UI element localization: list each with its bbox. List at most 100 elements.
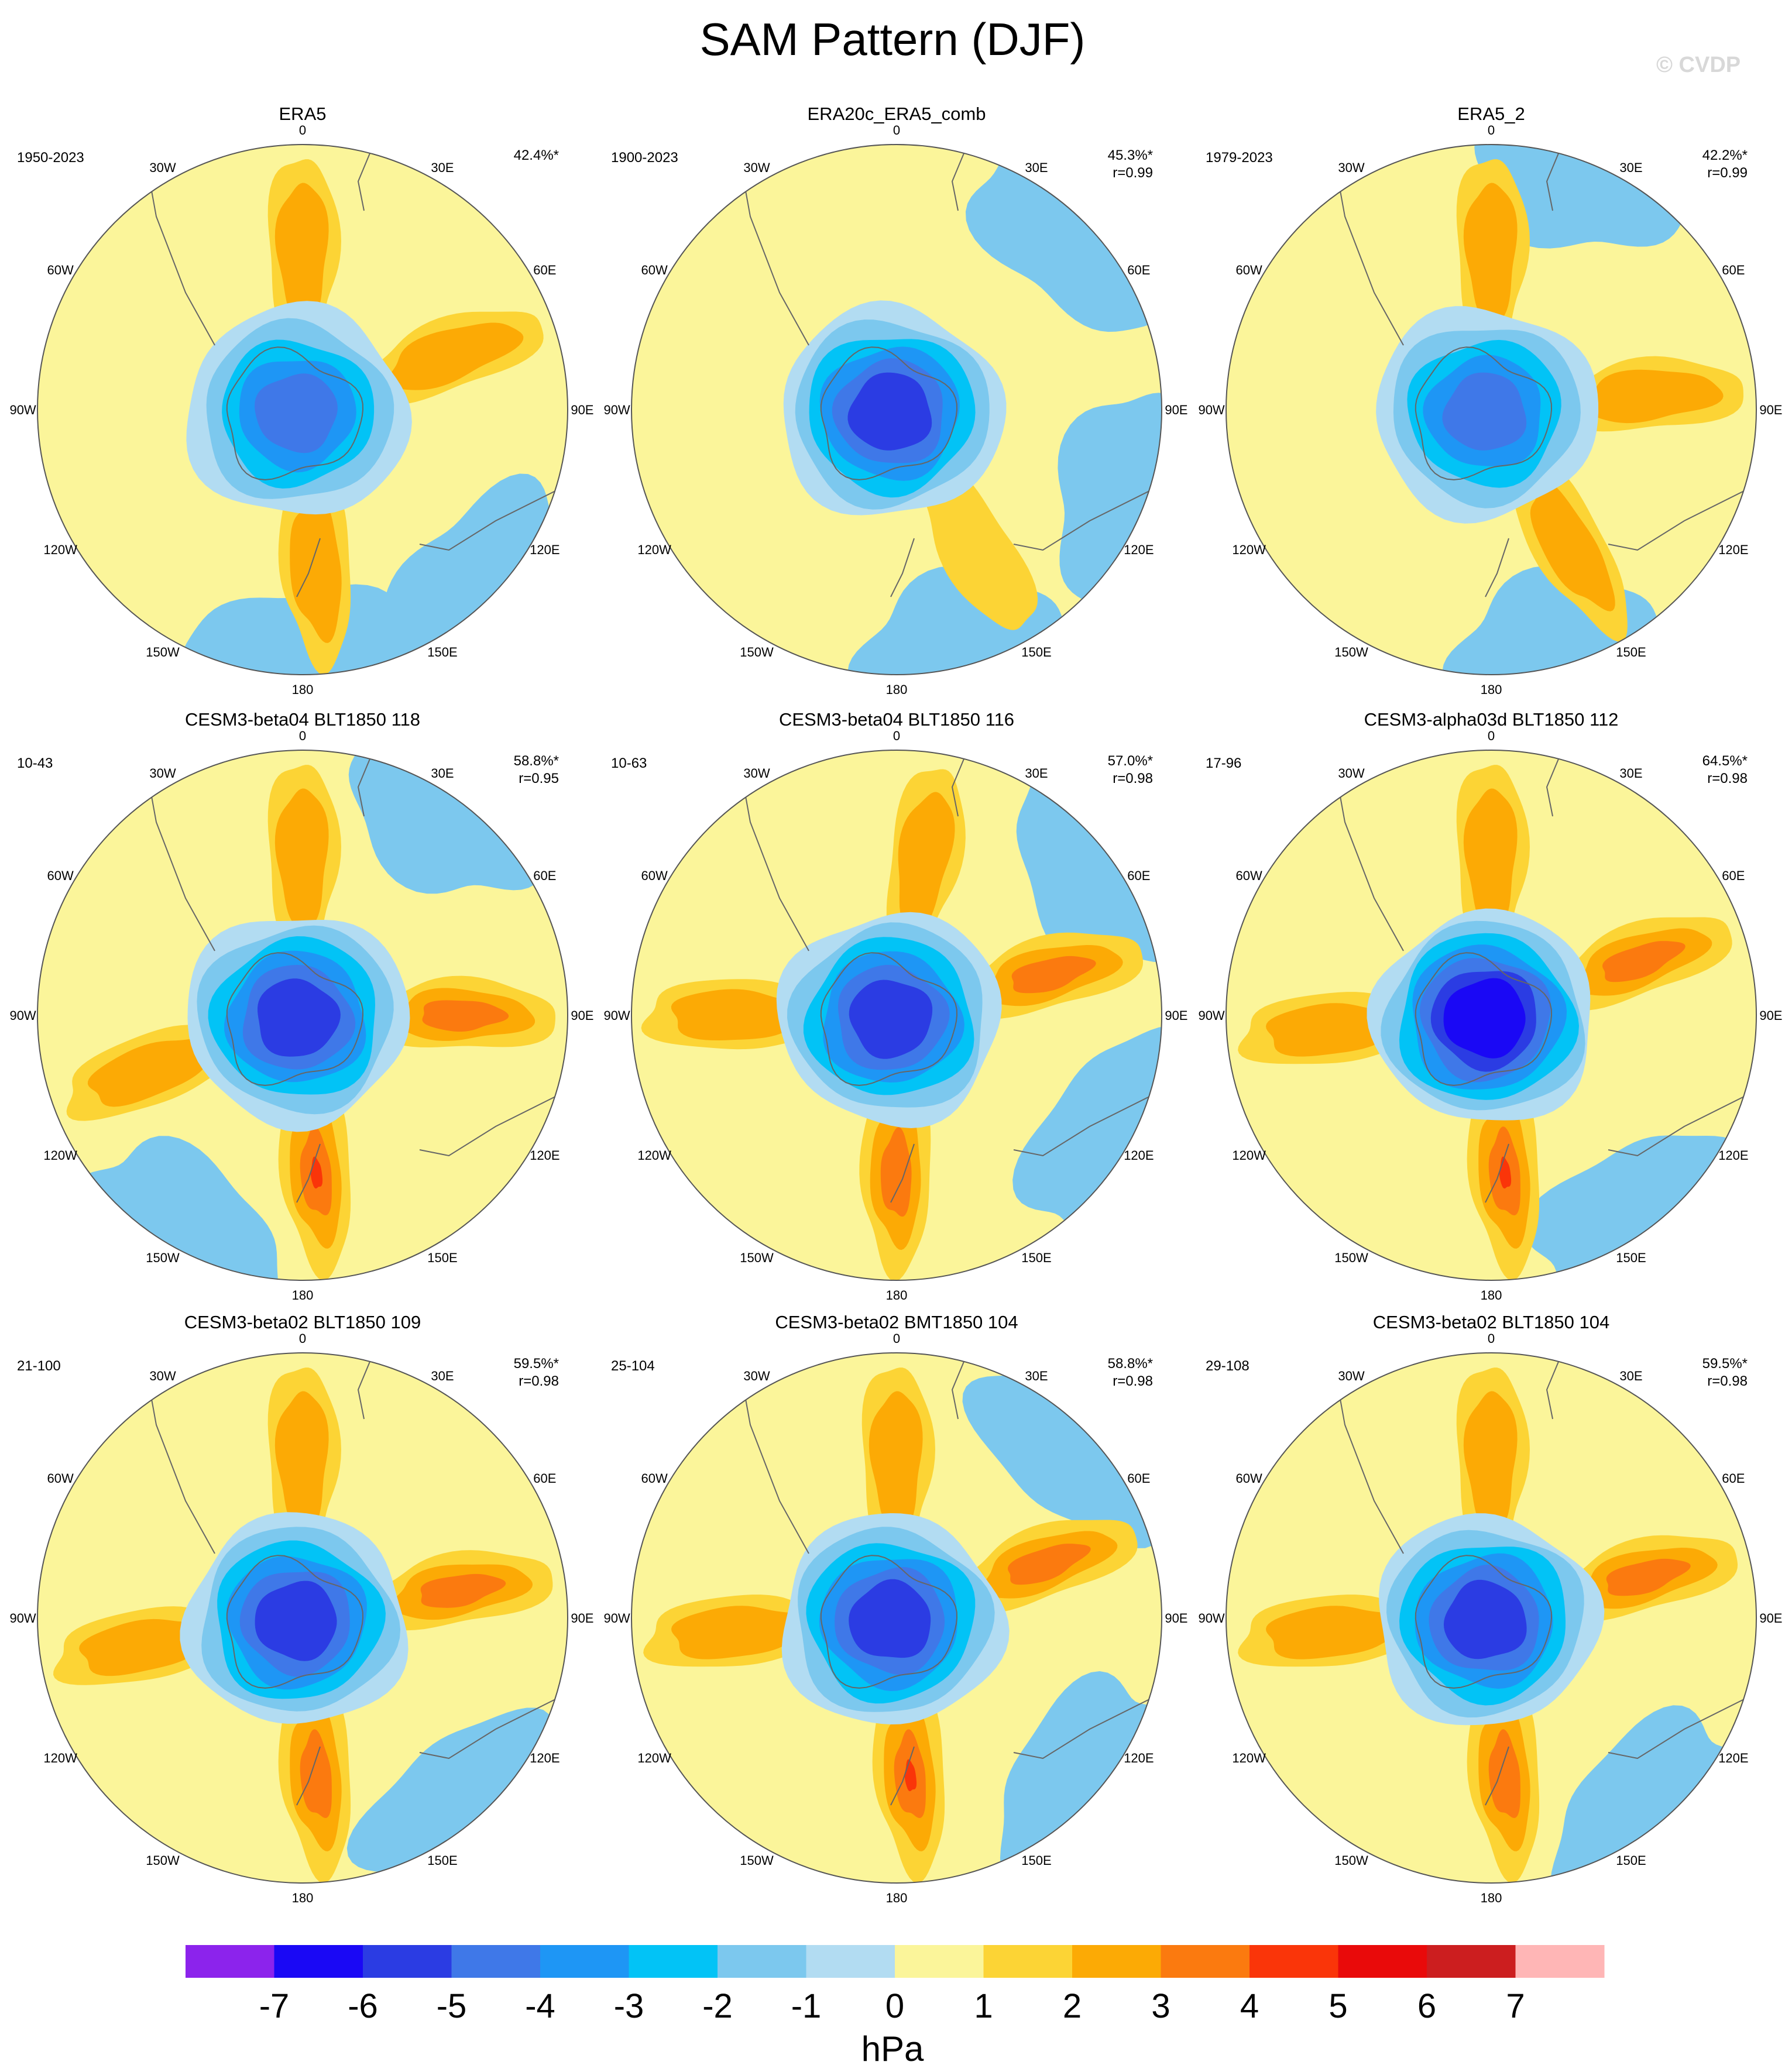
colorbar-swatch — [363, 1945, 452, 1978]
longitude-label: 120E — [1124, 542, 1154, 557]
panel-correlation: r=0.98 — [1113, 771, 1153, 786]
colorbar-tick-label: 0 — [885, 1987, 904, 2025]
panel-variance: 58.8%* — [1108, 1356, 1153, 1372]
panel-variance: 45.3%* — [1108, 147, 1153, 163]
new-zealand-outline — [1485, 1143, 1509, 1203]
longitude-label: 30E — [1025, 160, 1048, 175]
longitude-label: 0 — [299, 729, 306, 743]
panel-years: 1950-2023 — [17, 150, 84, 166]
coastlines — [144, 751, 567, 1203]
contour-fill — [37, 750, 568, 1280]
antarctica-outline — [1415, 952, 1553, 1086]
longitude-label: 90W — [9, 1008, 36, 1023]
longitude-label: 180 — [292, 682, 314, 697]
new-zealand-outline — [296, 538, 321, 597]
positive-anomaly-lobe — [1011, 956, 1096, 994]
panel-correlation: r=0.98 — [519, 1373, 559, 1389]
longitude-label: 180 — [292, 1891, 314, 1905]
longitude-label: 120W — [43, 542, 77, 557]
longitude-label: 180 — [1481, 682, 1502, 697]
positive-anomaly-lobe — [880, 1127, 912, 1217]
colorbar-swatch — [983, 1945, 1073, 1978]
longitude-label: 90E — [1165, 1008, 1187, 1023]
africa-outline — [357, 751, 373, 817]
positive-anomaly-lobe — [1488, 1729, 1520, 1819]
longitude-label: 90W — [1198, 403, 1224, 417]
positive-anomaly-lobe — [274, 183, 329, 322]
longitude-label: 30W — [1338, 160, 1364, 175]
panel-variance: 57.0%* — [1108, 753, 1153, 769]
longitude-label: 150W — [1334, 1853, 1368, 1868]
longitude-label: 120W — [637, 1148, 671, 1163]
map-border — [631, 750, 1162, 1281]
antarctica-outline — [1415, 346, 1553, 480]
longitude-label: 90E — [1759, 1611, 1782, 1626]
colorbar-tick-label: -3 — [614, 1987, 644, 2025]
positive-anomaly-lobe — [87, 1036, 225, 1107]
longitude-label: 0 — [1488, 729, 1495, 743]
australia-outline — [1608, 1693, 1755, 1760]
panel-title: CESM3-beta02 BLT1850 104 — [1373, 1312, 1609, 1332]
colorbar-tick-label: -5 — [437, 1987, 467, 2025]
longitude-label: 150W — [740, 645, 774, 659]
contour-fill — [631, 1353, 1162, 1883]
longitude-label: 150E — [1616, 1853, 1646, 1868]
panel-correlation: r=0.98 — [1707, 1373, 1748, 1389]
australia-outline — [1013, 1091, 1161, 1157]
map-border — [631, 1352, 1162, 1884]
negative-anomaly-patch — [1000, 1671, 1162, 1883]
longitude-label: 0 — [299, 123, 306, 138]
contour-fill — [37, 145, 568, 675]
colorbar-tick-label: 5 — [1329, 1987, 1347, 2025]
panel-title: ERA5_2 — [1457, 104, 1525, 124]
colorbar-swatch — [629, 1945, 718, 1978]
panel-years: 1979-2023 — [1206, 150, 1273, 166]
longitude-label: 30E — [431, 1369, 454, 1383]
longitude-label: 120E — [1718, 1751, 1748, 1765]
longitude-label: 150W — [740, 1250, 774, 1265]
longitude-label: 60W — [47, 263, 73, 277]
colorbar-swatch — [451, 1945, 541, 1978]
longitude-label: 90W — [603, 1008, 630, 1023]
longitude-label: 0 — [893, 729, 900, 743]
new-zealand-outline — [890, 1143, 915, 1203]
longitude-label: 60E — [1722, 868, 1745, 883]
longitude-label: 0 — [299, 1331, 306, 1346]
colorbar: -7 -6 -5 -4 -3 -2 -1 0 1 2 3 4 5 6 7 hPa — [186, 1945, 1605, 2068]
longitude-label: 120W — [43, 1148, 77, 1163]
longitude-label: 90W — [1198, 1008, 1224, 1023]
panel-years: 10-63 — [611, 755, 647, 771]
map-panel: CESM3-alpha03d BLT1850 112 17-96 64.5%* r=0… — [1198, 709, 1782, 1303]
map-border — [37, 1352, 568, 1884]
longitude-label: 150E — [1021, 1853, 1051, 1868]
longitude-label: 150E — [1021, 1250, 1051, 1265]
longitude-label: 30W — [1338, 766, 1364, 781]
longitude-label: 60W — [641, 263, 667, 277]
positive-anomaly-lobe — [1580, 369, 1724, 424]
longitude-label: 60W — [641, 868, 667, 883]
panel-years: 25-104 — [611, 1358, 655, 1374]
longitude-label: 120E — [530, 542, 559, 557]
colorbar-swatch — [540, 1945, 629, 1978]
panel-correlation: r=0.99 — [1113, 165, 1153, 181]
longitude-label: 30W — [149, 1369, 176, 1383]
polar-low-contour — [258, 978, 341, 1057]
panel-title: ERA5 — [279, 104, 327, 124]
longitude-label: 60W — [47, 1471, 73, 1486]
panel-title: CESM3-beta02 BMT1850 104 — [775, 1312, 1018, 1332]
longitude-label: 90W — [603, 403, 630, 417]
longitude-label: 180 — [886, 1288, 908, 1303]
longitude-label: 30W — [743, 1369, 770, 1383]
polar-low-contour — [1442, 372, 1527, 451]
longitude-label: 150E — [1021, 645, 1051, 659]
longitude-label: 150E — [1616, 1250, 1646, 1265]
coastlines — [738, 146, 1161, 597]
new-zealand-outline — [1485, 1746, 1509, 1806]
map-panel: ERA20c_ERA5_comb 1900-2023 45.3%* r=0.99 0 30… — [603, 104, 1187, 697]
longitude-label: 90W — [9, 403, 36, 417]
map-panel: CESM3-beta02 BMT1850 104 25-104 58.8%*r=0.… — [603, 1312, 1187, 1905]
longitude-label: 120W — [1232, 542, 1266, 557]
longitude-label: 60E — [533, 263, 556, 277]
positive-anomaly-lobe — [1602, 941, 1686, 982]
colorbar-tick-label: -1 — [791, 1987, 822, 2025]
